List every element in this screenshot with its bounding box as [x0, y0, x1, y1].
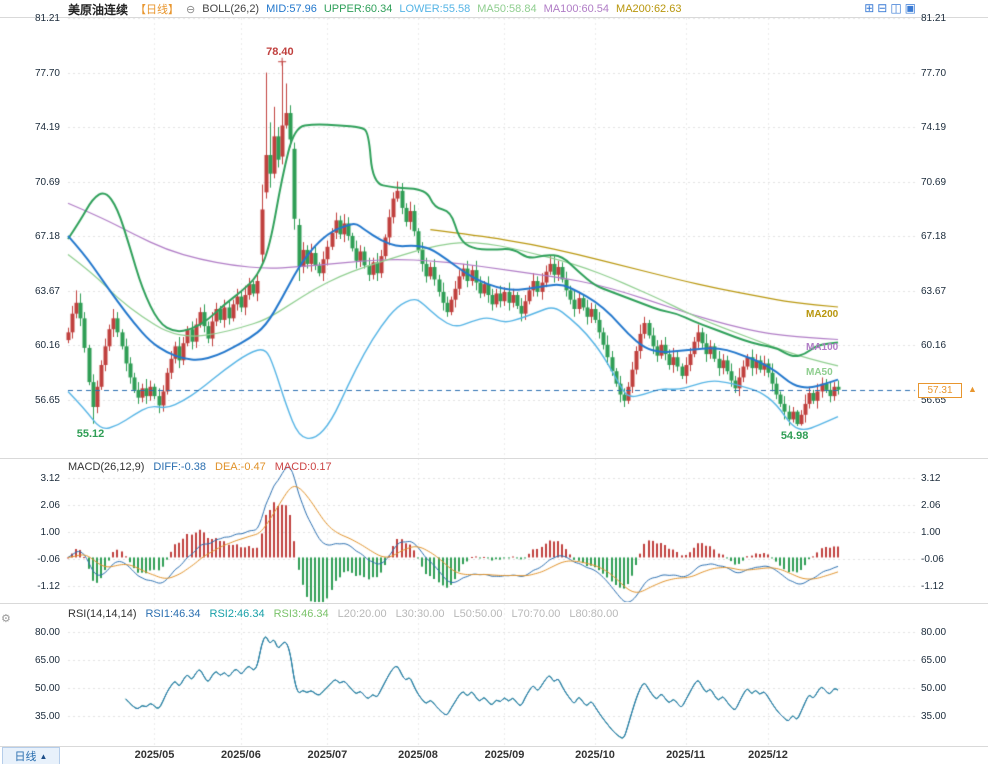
boll-upper-value: UPPER:60.34 [323, 3, 393, 15]
macd-legend: MACD(26,12,9) DIFF:-0.38 DEA:-0.47 MACD:… [68, 461, 332, 473]
rsi3-value: RSI3:46.34 [273, 608, 329, 620]
rsi-axis-label-right: 65.00 [921, 655, 947, 666]
price-axis-label-right: 63.67 [921, 285, 947, 297]
price-axis-label-left: 60.16 [34, 340, 60, 352]
price-axis-label-left: 74.19 [34, 122, 60, 134]
layout-grid-icon[interactable]: ⊞ [864, 1, 875, 15]
macd-diff-value: DIFF:-0.38 [153, 461, 206, 473]
rsi-level-70: L70:70.00 [511, 608, 561, 620]
rsi-legend: RSI(14,14,14) RSI1:46.34 RSI2:46.34 RSI3… [68, 608, 618, 620]
rsi-level-30: L30:30.00 [395, 608, 445, 620]
price-axis-label-left: 63.67 [34, 285, 60, 297]
rsi-axis-label-left: 65.00 [34, 655, 60, 666]
boll-indicator-label: BOLL(26,2) [202, 3, 260, 15]
x-axis-month-label: 2025/12 [748, 749, 788, 761]
annotation-low-price-april: 55.12 [76, 427, 105, 440]
layout-rows-icon[interactable]: ⊟ [877, 1, 888, 15]
macd-axis-label-left: 2.06 [40, 499, 60, 511]
indicator-settings-icon[interactable]: ⚙ [1, 613, 11, 625]
rsi-indicator-label: RSI(14,14,14) [68, 608, 137, 620]
price-axis-label-right: 70.69 [921, 176, 947, 188]
main-chart-legend: 美原油连续 【日线】 ⊖ BOLL(26,2) MID:57.96 UPPER:… [68, 1, 681, 17]
macd-axis-label-left: -1.12 [37, 580, 60, 592]
symbol-name: 美原油连续 [68, 2, 129, 17]
price-axis-label-left: 81.21 [34, 13, 60, 24]
price-axis-label-left: 56.65 [34, 395, 60, 406]
x-axis-month-label: 2025/11 [666, 749, 706, 761]
price-axis-label-right: 81.21 [921, 13, 947, 24]
macd-bar-value: MACD:0.17 [274, 461, 332, 473]
x-axis-month-label: 2025/10 [575, 749, 615, 761]
period-tab-label: 日线 [14, 751, 37, 763]
layout-toolbar: ⊞ ⊟ ◫ ▣ [864, 2, 916, 14]
x-axis-month-label: 2025/07 [307, 749, 348, 761]
macd-axis-label-right: 1.00 [921, 526, 941, 538]
price-axis-label-left: 70.69 [34, 176, 60, 188]
rsi-axis-label-left: 50.00 [34, 683, 60, 694]
macd-axis-label-left: 3.12 [40, 472, 60, 484]
rsi1-value: RSI1:46.34 [145, 608, 201, 620]
macd-axis-label-right: 3.12 [921, 472, 941, 484]
layout-split-icon[interactable]: ◫ [890, 1, 902, 15]
macd-axis-label-right: -0.06 [921, 553, 944, 565]
price-axis-label-right: 56.65 [921, 395, 947, 406]
rsi-axis-label-left: 80.00 [34, 627, 60, 638]
rsi-level-80: L80:80.00 [569, 608, 619, 620]
macd-indicator-label: MACD(26,12,9) [68, 461, 145, 473]
layout-chart-icon[interactable]: ▣ [904, 1, 916, 15]
period-tag: 【日线】 [135, 4, 180, 16]
price-axis-label-right: 74.19 [921, 122, 947, 134]
macd-axis-label-left: -0.06 [37, 553, 60, 565]
rsi-level-20: L20:20.00 [337, 608, 387, 620]
rsi-panel-divider [0, 603, 988, 604]
ma100-line-label: MA100 [806, 342, 839, 354]
macd-axis-label-left: 1.00 [40, 526, 60, 538]
xaxis-divider [0, 746, 988, 747]
collapse-icon[interactable]: ⊖ [186, 3, 196, 16]
last-price-tag: 57.31 [918, 382, 962, 398]
x-axis-month-label: 2025/05 [134, 749, 175, 761]
macd-axis-label-right: -1.12 [921, 580, 944, 592]
boll-mid-value: MID:57.96 [266, 3, 317, 15]
price-axis-label-right: 67.18 [921, 231, 947, 243]
rsi-level-50: L50:50.00 [453, 608, 503, 620]
ma200-value: MA200:62.63 [616, 3, 682, 15]
topbar-divider [0, 17, 988, 18]
ma200-line-label: MA200 [806, 309, 839, 321]
price-axis-label-right: 77.70 [921, 67, 947, 79]
macd-dea-value: DEA:-0.47 [215, 461, 266, 473]
rsi-axis-label-right: 80.00 [921, 627, 947, 638]
rsi2-value: RSI2:46.34 [209, 608, 265, 620]
ma100-value: MA100:60.54 [543, 3, 610, 15]
period-tab-daily[interactable]: 日线 ▲ [2, 747, 60, 764]
ma50-line-label: MA50 [806, 367, 833, 378]
boll-lower-value: LOWER:55.58 [399, 3, 471, 15]
macd-panel-divider [0, 458, 988, 459]
rsi-axis-label-right: 50.00 [921, 683, 947, 694]
x-axis-month-label: 2025/06 [221, 749, 261, 761]
macd-axis-label-right: 2.06 [921, 499, 941, 511]
x-axis-month-label: 2025/08 [398, 749, 438, 761]
rsi-axis-label-left: 35.00 [34, 711, 60, 722]
rsi-axis-label-right: 35.00 [921, 711, 947, 722]
price-axis-label-left: 77.70 [34, 67, 60, 79]
annotation-low-price-december: 54.98 [780, 429, 809, 442]
price-axis-label-right: 60.16 [921, 340, 947, 352]
tab-arrow-icon: ▲ [39, 751, 48, 761]
annotation-high-price: 78.40 [266, 45, 294, 58]
x-axis-month-label: 2025/09 [484, 749, 525, 761]
ma50-value: MA50:58.84 [477, 3, 537, 15]
price-arrow-icon[interactable]: ▲ [968, 383, 977, 394]
price-axis-label-left: 67.18 [34, 231, 60, 243]
